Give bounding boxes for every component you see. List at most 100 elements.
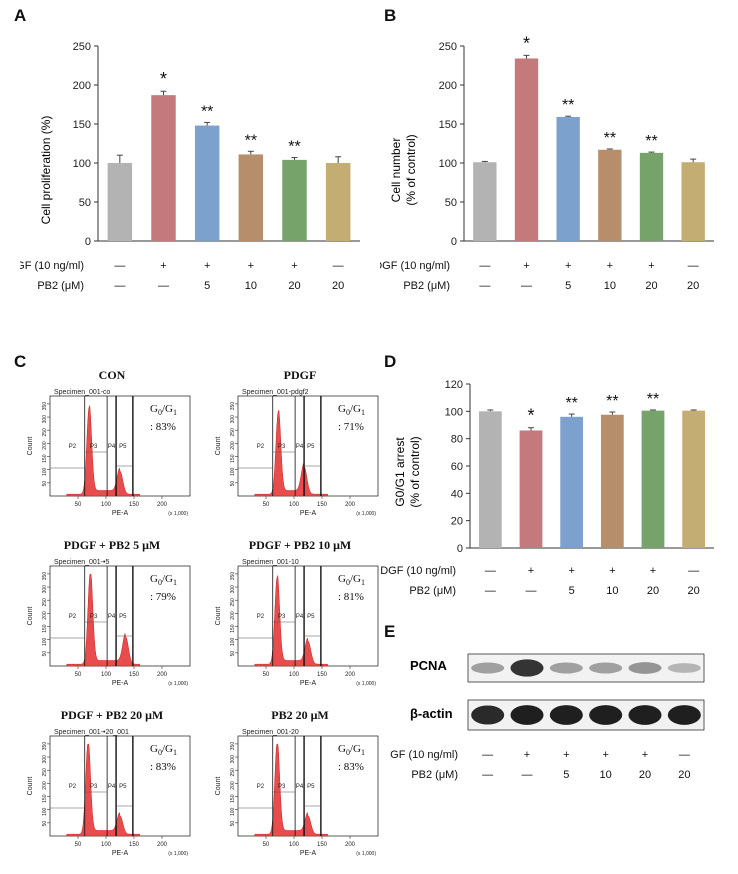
flow-specimen-label: Specimen_001-10	[242, 559, 299, 566]
chart-b-pb2-sign: 10	[604, 280, 616, 292]
flow-ytick-label: 250	[42, 598, 48, 607]
g0-g1-text: G	[150, 573, 158, 585]
g0-g1-value: : 83%	[150, 761, 176, 774]
flow-histogram: Specimen_001-10 50 100 150 200 50 100 150 200 250…	[215, 559, 379, 687]
g0-g1-text: 0	[157, 748, 162, 758]
flow-ytick-label: 200	[42, 611, 48, 620]
g0-g1-label: G0/G1	[150, 402, 177, 420]
chart-b-significance-star: *	[523, 33, 530, 53]
flow-gate-label: P5	[119, 784, 127, 790]
chart-b-bar	[639, 152, 664, 241]
chart-b-bar	[514, 58, 539, 242]
chart-b-pb2-label: PB2 (μM)	[403, 280, 450, 292]
flow-specimen-label: Specimen_001-co	[54, 389, 111, 396]
flow-xtick-label: 200	[345, 502, 356, 508]
flow-gate-label: P5	[307, 614, 315, 620]
chart-d-ytick-label: 40	[451, 488, 463, 500]
flow-xlabel: PE-A	[300, 680, 317, 687]
flow-xlabel: PE-A	[300, 510, 317, 517]
chart-d-pdgf-sign: —	[688, 565, 699, 577]
g0-g1-text: G	[150, 743, 158, 755]
flow-xlabel: PE-A	[300, 850, 317, 857]
flow-gate-label: P5	[307, 444, 315, 450]
flow-xtick-label: 150	[129, 842, 140, 848]
flow-plot-frame	[237, 395, 379, 497]
flow-histogram: Specimen_001-•20_001 50 100 150 200 50 100 150 2…	[27, 729, 191, 857]
chart-a-pb2-sign: 5	[204, 280, 210, 292]
blot-pb2-label: PB2 (μM)	[411, 769, 458, 781]
chart-d-bar	[600, 414, 624, 548]
flow-xtick-label: 200	[345, 842, 356, 848]
flow-ytick-label: 350	[230, 572, 236, 581]
chart-b-ylabel-2: (% of control)	[404, 134, 418, 205]
g0-g1-label: G0/G1	[338, 572, 365, 590]
chart-d-significance-star: **	[606, 393, 618, 410]
chart-a-pdgf-sign: +	[204, 260, 210, 272]
flow-ytick-label: 300	[230, 415, 236, 424]
g0-g1-text: 0	[345, 578, 350, 588]
chart-a-pb2-sign: 10	[245, 280, 257, 292]
chart-d-ytick-label: 80	[451, 434, 463, 446]
blot-band	[589, 705, 623, 725]
flow-xtick-label: 150	[317, 672, 328, 678]
chart-a-pdgf-sign: —	[333, 260, 344, 272]
chart-d: G0/G1 arrest (% of control) 0 20 40 60 80 100…	[380, 379, 714, 597]
flow-ytick-label: 300	[42, 585, 48, 594]
flow-histogram-curve	[66, 405, 140, 497]
chart-b-pdgf-sign: +	[607, 260, 613, 272]
chart-a-pb2-sign: —	[158, 280, 169, 292]
flow-xtick-label: 100	[101, 672, 112, 678]
flow-ylabel: Count	[215, 437, 222, 456]
flow-histogram-curve	[254, 575, 328, 667]
flow-ytick-label: 150	[230, 624, 236, 633]
flow-xtick-label: 50	[75, 502, 82, 508]
flow-gate-label: P5	[119, 614, 127, 620]
flow-gate-label: P2	[69, 614, 77, 620]
chart-b-pb2-sign: —	[521, 280, 532, 292]
blot-band	[589, 662, 623, 674]
g0-g1-text: 0	[157, 578, 162, 588]
blot-band	[510, 659, 544, 677]
g0-g1-percentage: G0/G1: 79%	[150, 572, 177, 605]
flow-ytick-label: 350	[42, 572, 48, 581]
flow-xtick-label: 100	[101, 502, 112, 508]
flow-ytick-label: 250	[230, 598, 236, 607]
flow-ytick-label: 150	[230, 794, 236, 803]
flow-xlabel: PE-A	[112, 850, 129, 857]
chart-b-bar	[598, 149, 622, 241]
flow-gate-label: P3	[90, 444, 98, 450]
flow-histogram: Specimen_001-pdgf2 50 100 150 200 50 100 150 200…	[215, 389, 379, 517]
g0-g1-percentage: G0/G1: 83%	[338, 742, 365, 775]
chart-a-pdgf-sign: +	[248, 260, 254, 272]
g0-g1-label: G0/G1	[150, 742, 177, 760]
chart-d-ytick-label: 120	[445, 379, 463, 391]
flow-xscale: (x 1,000)	[168, 681, 188, 687]
chart-b-pb2-sign: 5	[565, 280, 571, 292]
g0-g1-text: 1	[172, 748, 177, 758]
chart-d-ytick-label: 0	[457, 543, 463, 555]
band-label-actin: β-actin	[410, 706, 453, 721]
chart-b-pdgf-sign: +	[523, 260, 529, 272]
flow-xtick-label: 100	[289, 842, 300, 848]
blot-pdgf-label: PDGF (10 ng/ml)	[390, 749, 458, 761]
chart-d-pdgf-sign: +	[650, 565, 656, 577]
g0-g1-text: /G	[349, 403, 361, 415]
chart-b-ytick-label: 150	[439, 119, 457, 131]
flow-gate-label: P2	[257, 614, 265, 620]
g0-g1-value: : 83%	[150, 421, 176, 434]
flow-xtick-label: 200	[345, 672, 356, 678]
blot-pdgf-sign: +	[563, 749, 569, 761]
flow-xtick-label: 100	[289, 502, 300, 508]
flow-ytick-label: 100	[230, 467, 236, 476]
chart-d-pdgf-sign: +	[609, 565, 615, 577]
blot-pb2-sign: —	[482, 769, 493, 781]
chart-a-ylabel: Cell proliferation (%)	[39, 116, 53, 225]
chart-b-ytick-label: 50	[445, 197, 457, 209]
g0-g1-text: 1	[360, 408, 365, 418]
flow-xtick-label: 150	[129, 502, 140, 508]
flow-gate-label: P4	[108, 444, 116, 450]
g0-g1-text: G	[338, 403, 346, 415]
chart-d-pb2-sign: 10	[606, 585, 618, 597]
panel-label-c: C	[14, 352, 27, 371]
western-blot: PCNA β-actin — — + — +5 +10 +20 — 20 PDGF (10 ng/…	[390, 653, 705, 781]
